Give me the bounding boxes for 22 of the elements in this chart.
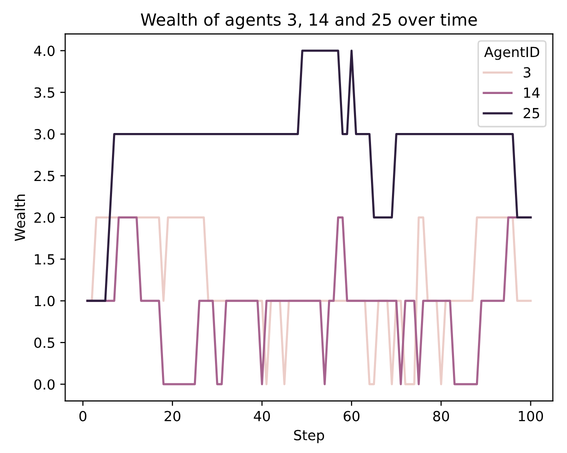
y-tick-label: 3.0 (34, 129, 55, 140)
y-tick-label: 0.5 (34, 338, 54, 348)
y-axis-title: Wealth (14, 194, 26, 242)
x-axis-title: Step (294, 430, 324, 444)
chart-title: Wealth of agents 3, 14 and 25 over time (140, 12, 477, 30)
y-tick-label: 3.5 (34, 87, 54, 98)
legend-label: 14 (524, 88, 540, 98)
x-tick-label: 40 (254, 410, 270, 422)
x-tick-label: 100 (518, 410, 543, 422)
x-tick-label: 0 (79, 410, 86, 422)
y-tick-label: 1.0 (34, 296, 55, 306)
x-tick-label: 80 (433, 410, 450, 422)
legend-title: AgentID (484, 46, 540, 60)
y-tick-label: 2.5 (34, 170, 54, 182)
y-tick-label: 0.0 (34, 379, 55, 390)
x-tick-label: 20 (164, 410, 180, 422)
legend-label: 3 (524, 67, 530, 78)
x-tick-label: 60 (344, 410, 360, 422)
y-tick-label: 2.0 (34, 212, 55, 223)
legend-label: 25 (524, 108, 540, 118)
y-tick-label: 1.5 (34, 254, 54, 265)
y-tick-label: 4.0 (34, 46, 55, 56)
